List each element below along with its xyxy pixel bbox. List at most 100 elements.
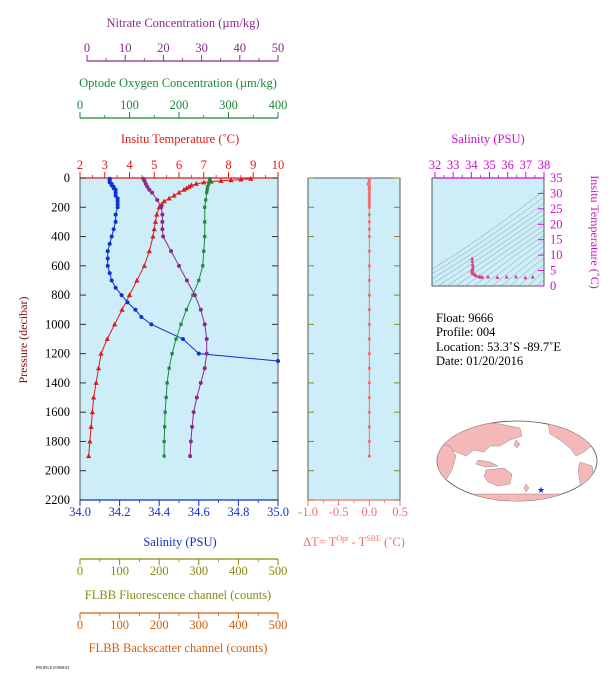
ts-point (486, 274, 490, 279)
nitrate-concentration-point (177, 263, 181, 268)
ts-density-contour (446, 219, 544, 286)
nitrate-tick-label: 50 (272, 41, 285, 55)
oxygen-tick-label: 0 (77, 98, 83, 112)
nitrate-concentration-point (155, 197, 160, 202)
delta-t-sup-sbe: SBE (366, 534, 381, 543)
insitu-temperature-point (88, 424, 94, 429)
salinity-point (107, 241, 112, 246)
temperature-tick-label: 2 (77, 158, 83, 172)
ts-point (530, 274, 535, 279)
delta-t-label-mid: - T (348, 535, 366, 549)
ts-temperature-tick-label: 10 (550, 248, 563, 262)
insitu-temperature-point (193, 181, 199, 186)
ts-density-contour (518, 264, 544, 286)
oxygen-tick-label: 200 (170, 98, 189, 112)
pressure-tick-label: 1400 (45, 376, 70, 390)
ts-salinity-tick-label: 35 (483, 158, 496, 172)
insitu-temperature-point (104, 336, 110, 341)
map-land-new-zealand (523, 483, 530, 493)
delta-t-sup-opt: Opt (336, 534, 349, 543)
ts-density-contour (464, 229, 544, 286)
salinity-point (119, 293, 124, 298)
map-land-japan (513, 439, 521, 449)
pressure-tick-label: 1000 (45, 317, 70, 331)
fluorescence-tick-label: 200 (150, 564, 169, 578)
salinity-point (115, 202, 120, 207)
optode-oxygen-concentration-point (162, 439, 166, 444)
insitu-temperature-point (134, 277, 140, 283)
nitrate-concentration-point (202, 366, 207, 371)
delta-t-point (367, 337, 371, 341)
optode-oxygen-concentration-point (184, 308, 189, 312)
insitu-temperature-point (238, 176, 244, 182)
optode-oxygen-concentration-point (179, 322, 183, 326)
salinity-point (125, 300, 130, 305)
temperature-tick-label: 3 (102, 158, 108, 172)
pressure-tick-label: 1800 (45, 434, 70, 448)
ts-temperature-tick-label: 0 (550, 279, 556, 293)
salinity-point (149, 322, 154, 327)
optode-oxygen-concentration-point (203, 205, 207, 209)
nitrate-concentration-point (169, 249, 174, 254)
backscatter-tick-label: 200 (150, 618, 169, 632)
ts-density-contour (509, 257, 544, 286)
delta-t-point (367, 196, 371, 201)
info-float: Float: 9666 (436, 311, 493, 325)
nitrate-concentration-point (160, 212, 165, 217)
info-location: Location: 53.3˚S -89.7˚E (436, 340, 561, 354)
delta-t-point (367, 381, 371, 385)
nitrate-concentration-point (145, 184, 150, 189)
nitrate-concentration-point (190, 424, 195, 429)
optode-oxygen-concentration-point (208, 179, 212, 183)
ts-temperature-axis-title: Insitu Temperature (˚C) (588, 175, 602, 289)
optode-oxygen-concentration-point (204, 198, 208, 202)
optode-oxygen-concentration-point (208, 177, 212, 181)
nitrate-concentration-point (198, 307, 203, 312)
optode-oxygen-concentration-point (202, 249, 206, 253)
pressure-tick-label: 2200 (45, 493, 70, 507)
map-land-australia (483, 467, 513, 487)
delta-t-point (367, 199, 371, 204)
backscatter-tick-label: 100 (110, 618, 129, 632)
nitrate-concentration-point (188, 439, 193, 444)
nitrate-tick-label: 30 (195, 41, 208, 55)
insitu-temperature-point (87, 438, 93, 444)
optode-oxygen-concentration-point (165, 381, 169, 385)
delta-t-point (367, 308, 371, 312)
fluorescence-tick-label: 0 (77, 564, 83, 578)
delta-t-point (367, 293, 371, 297)
ts-point (470, 256, 475, 261)
ts-point (523, 275, 528, 280)
delta-t-label-main: ΔT= T (303, 535, 337, 549)
insitu-temperature-point (188, 182, 194, 188)
temperature-tick-label: 6 (176, 158, 182, 172)
salinity-point (115, 205, 120, 210)
salinity-point (133, 307, 138, 312)
ts-panel-background (431, 177, 545, 287)
delta-t-point (367, 249, 371, 253)
delta-t-point (367, 352, 371, 356)
ts-salinity-tick-label: 38 (538, 158, 551, 172)
optode-oxygen-concentration-point (170, 352, 174, 356)
ts-salinity-tick-label: 32 (429, 158, 442, 172)
map-land-antarctica (437, 493, 597, 501)
salinity-point (139, 315, 144, 320)
info-date: Date: 01/20/2016 (436, 354, 523, 368)
pressure-tick-label: 400 (51, 230, 70, 244)
pressure-tick-label: 1200 (45, 347, 70, 361)
insitu-temperature-point (150, 233, 156, 239)
fluorescence-axis-title: FLBB Fluorescence channel (counts) (85, 588, 271, 602)
ts-point (514, 274, 518, 279)
delta-t-point (367, 395, 371, 400)
salinity-point (115, 196, 120, 201)
nitrate-concentration-point (204, 337, 209, 341)
fluorescence-tick-label: 400 (229, 564, 248, 578)
ts-temperature-tick-label: 15 (550, 233, 563, 247)
delta-t-tick-label: -1.0 (298, 505, 318, 519)
insitu-temperature-point (98, 350, 104, 356)
temperature-tick-label: 4 (126, 158, 133, 172)
backscatter-tick-label: 0 (77, 618, 83, 632)
pressure-tick-label: 600 (51, 259, 70, 273)
ts-temperature-tick-label: 20 (550, 217, 563, 231)
